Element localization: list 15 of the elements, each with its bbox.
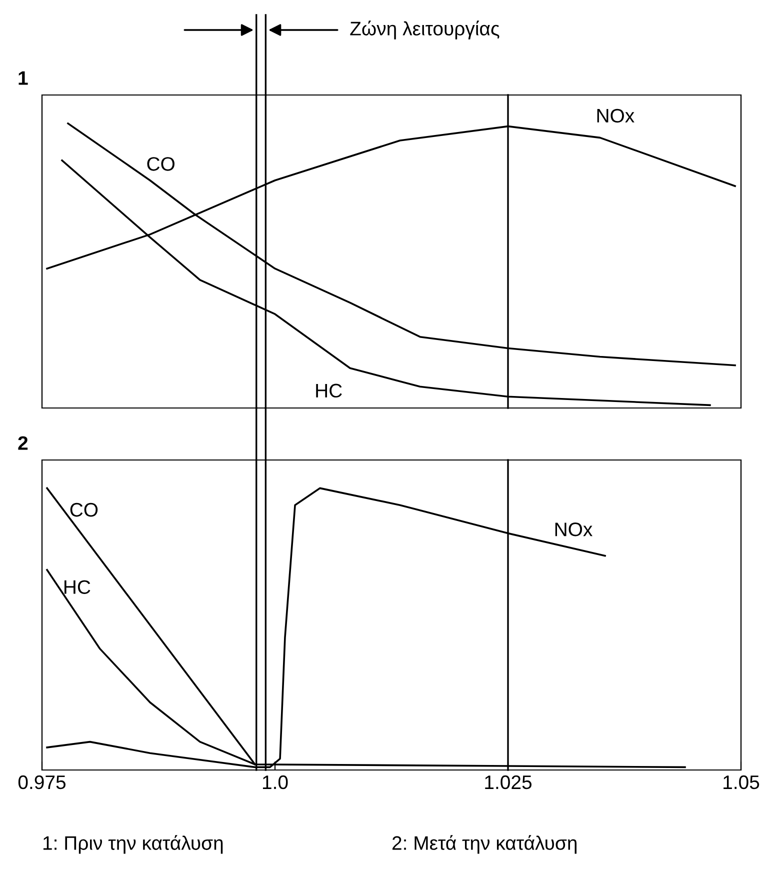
series-label: HC xyxy=(316,384,342,398)
series-label: CO xyxy=(147,157,174,171)
text: 1: Πριν την κατάλυση xyxy=(43,835,223,854)
x-tick-label: 1.0 xyxy=(262,775,288,790)
x-tick-label: 1.05 xyxy=(724,775,760,790)
text: 2: Μετά την κατάλυση xyxy=(392,835,576,854)
series-label: NOx xyxy=(555,522,592,536)
chart-title: 2 xyxy=(18,436,28,450)
series-label: CO xyxy=(70,502,98,517)
series-label: HC xyxy=(64,580,90,594)
ref-line-label: Ζώνη λειτουργίας xyxy=(350,20,500,40)
chart-title: 1 xyxy=(18,71,28,85)
x-tick-label: 1.025 xyxy=(485,775,532,790)
series-label: NOx xyxy=(597,108,634,123)
x-tick-label: 0.975 xyxy=(18,775,66,790)
